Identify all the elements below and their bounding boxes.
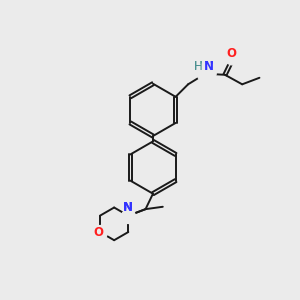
Text: O: O [226,46,236,60]
Text: N: N [123,202,133,214]
Text: H: H [194,60,203,73]
Text: O: O [94,226,103,238]
Text: O: O [94,226,103,238]
Text: N: N [204,60,214,73]
Text: N: N [204,60,214,73]
Text: N: N [123,202,133,214]
Text: O: O [226,46,236,60]
Text: H: H [194,60,203,73]
